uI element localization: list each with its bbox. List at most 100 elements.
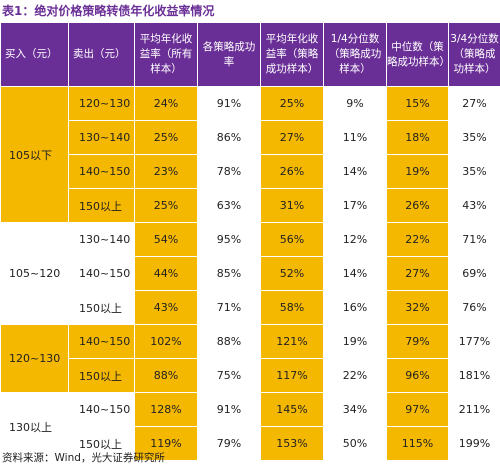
returns-table: 买入（元） 卖出（元） 平均年化收益率（所有样本） 各策略成功率 平均年化收益率… [0,22,500,461]
table-row: 150以上 119% 79% 153% 50% 115% 199% [1,426,500,461]
value-cell: 26% [260,154,324,189]
header-q3: 3/4分位数（策略成功样本） [448,22,500,87]
header-q1: 1/4分位数（策略成功样本） [323,22,387,87]
value-cell: 19% [386,154,449,189]
value-cell: 181% [448,358,500,393]
table-row: 140~150 23% 78% 26% 14% 19% 35% [1,154,500,189]
value-cell: 14% [323,256,387,291]
table-row: 130以上 140~150 128% 91% 145% 34% 97% 211% [0,392,500,461]
header-median: 中位数（策略成功样本） [386,22,450,87]
value-cell: 44% [134,256,198,291]
header-success-rate: 各策略成功率 [197,22,261,87]
value-cell: 119% [134,426,198,461]
value-cell: 86% [197,120,261,155]
value-cell: 88% [197,324,261,359]
value-cell: 153% [260,426,324,461]
value-cell: 25% [260,86,324,121]
value-cell: 50% [323,426,387,461]
value-cell: 22% [323,358,387,393]
value-cell: 58% [260,290,324,325]
value-cell: 117% [260,358,324,393]
value-cell: 91% [197,392,261,427]
value-cell: 24% [134,86,198,121]
value-cell: 35% [448,154,500,189]
value-cell: 76% [448,290,500,325]
sell-range-cell: 150以上 [68,188,135,223]
value-cell: 199% [448,426,500,461]
sell-range-cell: 130~140 [68,222,135,257]
header-sell: 卖出（元） [68,22,135,87]
value-cell: 71% [197,290,261,325]
value-cell: 27% [386,256,449,291]
value-cell: 75% [197,358,261,393]
value-cell: 97% [386,392,449,427]
value-cell: 211% [448,392,500,427]
table-row: 130~140 25% 86% 27% 11% 18% 35% [1,120,500,155]
table-row: 140~150 44% 85% 52% 14% 27% 69% [1,256,500,291]
value-cell: 85% [197,256,261,291]
buy-range-cell: 130以上 [0,392,69,461]
table-body: 105以下 120~130 24% 91% 25% 9% 15% 27% 130~140 25% 8… [0,86,500,461]
value-cell: 78% [197,154,261,189]
sell-range-cell: 140~150 [68,154,135,189]
value-cell: 43% [448,188,500,223]
header-avg-return-success: 平均年化收益率（策略成功样本） [260,22,324,87]
value-cell: 19% [323,324,387,359]
table-header-row: 买入（元） 卖出（元） 平均年化收益率（所有样本） 各策略成功率 平均年化收益率… [0,22,500,87]
value-cell: 91% [197,86,261,121]
value-cell: 145% [260,392,324,427]
value-cell: 96% [386,358,449,393]
table-row: 105以下 120~130 24% 91% 25% 9% 15% 27% [0,86,500,223]
sell-range-cell: 140~150 [68,256,135,291]
value-cell: 16% [323,290,387,325]
value-cell: 69% [448,256,500,291]
value-cell: 79% [386,324,449,359]
header-avg-return-all: 平均年化收益率（所有样本） [134,22,198,87]
buy-range-cell: 105以下 [0,86,69,223]
value-cell: 88% [134,358,198,393]
value-cell: 11% [323,120,387,155]
sell-range-cell: 130~140 [68,120,135,155]
value-cell: 121% [260,324,324,359]
value-cell: 79% [197,426,261,461]
table-row: 150以上 25% 63% 31% 17% 26% 43% [1,188,500,223]
value-cell: 43% [134,290,198,325]
value-cell: 23% [134,154,198,189]
sell-range-cell: 120~130 [68,86,135,121]
value-cell: 25% [134,120,198,155]
table-row: 150以上 43% 71% 58% 16% 32% 76% [1,290,500,325]
value-cell: 26% [386,188,449,223]
value-cell: 71% [448,222,500,257]
value-cell: 95% [197,222,261,257]
table-row: 120~130 140~150 102% 88% 121% 19% 79% 177% [0,324,500,393]
value-cell: 18% [386,120,449,155]
value-cell: 27% [448,86,500,121]
value-cell: 25% [134,188,198,223]
value-cell: 52% [260,256,324,291]
table-row: 150以上 88% 75% 117% 22% 96% 181% [1,358,500,393]
value-cell: 115% [386,426,449,461]
value-cell: 9% [323,86,387,121]
value-cell: 63% [197,188,261,223]
value-cell: 32% [386,290,449,325]
value-cell: 12% [323,222,387,257]
sell-range-cell: 150以上 [68,358,135,393]
value-cell: 34% [323,392,387,427]
value-cell: 56% [260,222,324,257]
value-cell: 128% [134,392,198,427]
value-cell: 31% [260,188,324,223]
buy-range-cell: 120~130 [0,324,69,393]
value-cell: 14% [323,154,387,189]
value-cell: 54% [134,222,198,257]
value-cell: 35% [448,120,500,155]
table-title: 表1：绝对价格策略转债年化收益率情况 [2,4,215,18]
sell-range-cell: 140~150 [68,324,135,359]
sell-range-cell: 150以上 [68,290,135,325]
buy-range-cell: 105~120 [0,222,69,325]
value-cell: 17% [323,188,387,223]
source-note: 资料来源：Wind，光大证券研究所 [2,452,165,464]
table-row: 105~120 130~140 54% 95% 56% 12% 22% 71% [0,222,500,325]
value-cell: 102% [134,324,198,359]
value-cell: 27% [260,120,324,155]
value-cell: 177% [448,324,500,359]
